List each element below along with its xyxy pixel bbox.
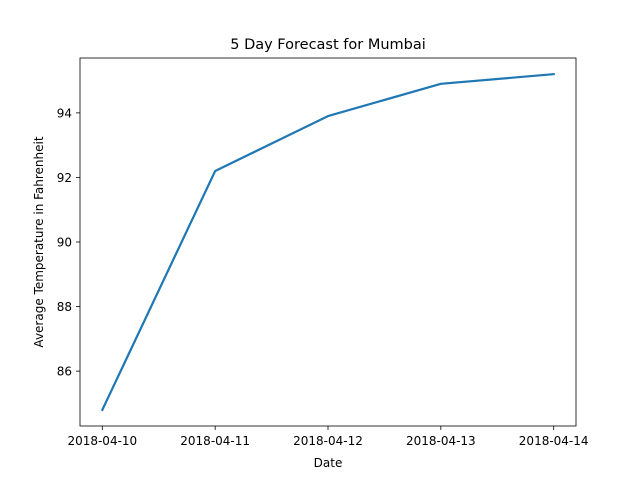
y-tick-label: 88: [57, 300, 72, 314]
x-axis-ticks: 2018-04-10 2018-04-11 2018-04-12 2018-04-13…: [67, 426, 589, 448]
plot-layer: [100, 72, 555, 412]
y-tick-label: 90: [57, 236, 72, 250]
y-tick-label: 92: [57, 171, 72, 185]
x-tick-label: 2018-04-11: [180, 434, 250, 448]
y-tick-label: 94: [57, 106, 72, 120]
series-line: [100, 72, 555, 412]
x-tick-label: 2018-04-13: [406, 434, 476, 448]
x-tick-label: 2018-04-14: [519, 434, 589, 448]
y-axis-label: Average Temperature in Fahrenheit: [32, 136, 46, 347]
x-tick-label: 2018-04-12: [293, 434, 363, 448]
x-tick-label: 2018-04-10: [67, 434, 137, 448]
chart-title: 5 Day Forecast for Mumbai: [230, 37, 426, 53]
x-axis-label: Date: [314, 456, 343, 470]
y-axis-ticks: 86 88 90 92 94: [57, 106, 80, 379]
y-tick-label: 86: [57, 365, 72, 379]
